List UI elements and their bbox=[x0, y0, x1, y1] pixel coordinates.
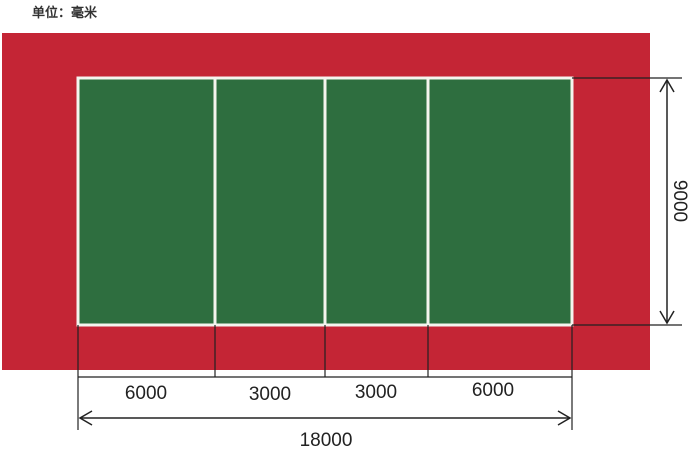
unit-label: 单位：毫米 bbox=[32, 5, 98, 21]
segment-label: 3000 bbox=[249, 384, 291, 405]
length-label: 18000 bbox=[300, 430, 353, 451]
segment-label: 6000 bbox=[472, 380, 514, 401]
width-label: 9000 bbox=[669, 180, 690, 222]
width-dimension-arrow bbox=[659, 78, 675, 325]
extension-lines bbox=[77, 77, 682, 430]
segment-label: 3000 bbox=[355, 382, 397, 403]
segment-label: 6000 bbox=[125, 383, 167, 404]
length-dimension-arrow bbox=[78, 410, 572, 426]
